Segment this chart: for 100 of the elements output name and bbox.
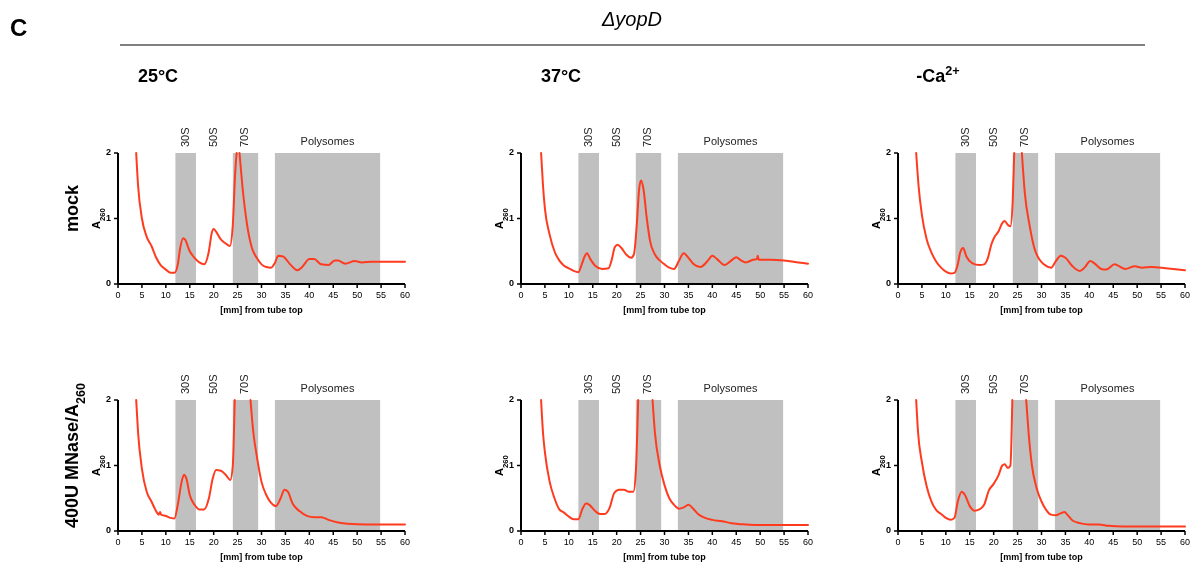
x-axis-title: [mm] from tube top [1000,552,1084,562]
x-tick-label: 20 [988,537,999,547]
x-tick-label: 0 [518,537,524,547]
x-tick-label: 20 [208,290,219,300]
text: 50S [207,374,220,394]
x-tick-label: 25 [635,290,646,300]
x-tick-label: 20 [611,537,622,547]
y-tick-label: 2 [508,147,514,158]
line-series [540,152,809,274]
x-axis-title: [mm] from tube top [1000,305,1084,315]
x-tick-label: 45 [731,537,742,547]
x-tick-label: 10 [160,537,171,547]
band-label: 70S [1018,374,1031,394]
x-tick-label: 50 [352,290,363,300]
x-tick-label: 45 [731,290,742,300]
x-tick-label: 50 [755,537,766,547]
x-tick-label: 15 [964,537,975,547]
text: 50S [207,127,220,147]
x-tick-label: 5 [139,290,145,300]
x-tick-label: 15 [184,290,195,300]
x-tick-label: 15 [184,537,195,547]
band-label: 70S [641,127,654,147]
band-label: Polysomes [703,382,758,394]
y-tick-label: 0 [885,278,891,289]
y-tick-label: 2 [885,394,891,405]
chart-title: 37°C [540,66,582,86]
y-tick-label: 2 [105,394,111,405]
band-label: 70S [238,127,251,147]
chart-title: -Ca$^{2+}$ [916,64,960,86]
band-label: 70S [238,374,251,394]
text: C [10,14,28,41]
text: 50S [987,374,1000,394]
y-tick-label: 1 [105,459,111,470]
y-tick-label: 1 [885,459,891,470]
x-tick-label: 25 [635,537,646,547]
band-label: 30S [581,374,594,394]
x-tick-label: 40 [1084,290,1095,300]
x-axis-title: [mm] from tube top [220,305,304,315]
y-tick-label: 0 [508,278,514,289]
x-tick-label: 5 [542,290,548,300]
x-tick-label: 45 [1108,537,1119,547]
text: ΔyopD [600,8,663,30]
x-tick-label: 35 [683,290,694,300]
x-tick-label: 55 [376,537,387,547]
x-tick-label: 50 [352,537,363,547]
x-tick-label: 35 [280,537,291,547]
x-tick-label: 25 [232,290,243,300]
x-tick-label: 5 [919,537,925,547]
x-tick-label: 50 [1132,290,1143,300]
x-tick-label: 60 [1179,537,1191,547]
x-tick-label: 30 [256,290,267,300]
x-tick-label: 60 [1179,290,1191,300]
y-tick-label: 1 [508,459,514,470]
chart-title: 25°C [137,66,179,86]
y-tick-label: 2 [105,147,111,158]
x-tick-label: 15 [587,290,598,300]
x-axis-title: [mm] from tube top [623,305,707,315]
x-tick-label: 5 [139,537,145,547]
band-label: 30S [178,374,191,394]
band-label: Polysomes [703,135,758,147]
y-tick-label: 0 [508,525,514,536]
y-tick-label: 0 [105,278,111,289]
x-tick-label: 10 [160,290,171,300]
y-tick-label: 2 [508,394,514,405]
x-tick-label: 30 [659,290,670,300]
band-label: Polysomes [300,135,355,147]
x-tick-label: 50 [755,290,766,300]
x-tick-label: 5 [919,290,925,300]
x-tick-label: 45 [1108,290,1119,300]
x-tick-label: 55 [376,290,387,300]
y-tick-label: 1 [508,212,514,223]
x-tick-label: 0 [895,537,901,547]
x-tick-label: 0 [115,537,121,547]
x-tick-label: 30 [1036,537,1047,547]
x-tick-label: 40 [304,537,315,547]
text: 50S [610,374,623,394]
x-tick-label: 25 [1012,290,1023,300]
x-tick-label: 25 [1012,537,1023,547]
x-tick-label: 15 [964,290,975,300]
y-tick-label: 1 [885,212,891,223]
x-tick-label: 10 [563,537,574,547]
band-label: Polysomes [1080,135,1135,147]
x-tick-label: 50 [1132,537,1143,547]
x-tick-label: 60 [399,290,411,300]
band-label: 70S [1018,127,1031,147]
band-label: 30S [958,374,971,394]
x-tick-label: 15 [587,537,598,547]
y-tick-label: 0 [885,525,891,536]
x-tick-label: 35 [280,290,291,300]
x-tick-label: 45 [328,290,339,300]
x-tick-label: 60 [802,290,814,300]
band-label: Polysomes [1080,382,1135,394]
x-tick-label: 35 [1060,537,1071,547]
x-tick-label: 60 [802,537,814,547]
x-tick-label: 0 [115,290,121,300]
band-label: 30S [581,127,594,147]
x-tick-label: 30 [256,537,267,547]
x-tick-label: 55 [1156,537,1167,547]
x-tick-label: 40 [707,290,718,300]
x-tick-label: 40 [707,537,718,547]
